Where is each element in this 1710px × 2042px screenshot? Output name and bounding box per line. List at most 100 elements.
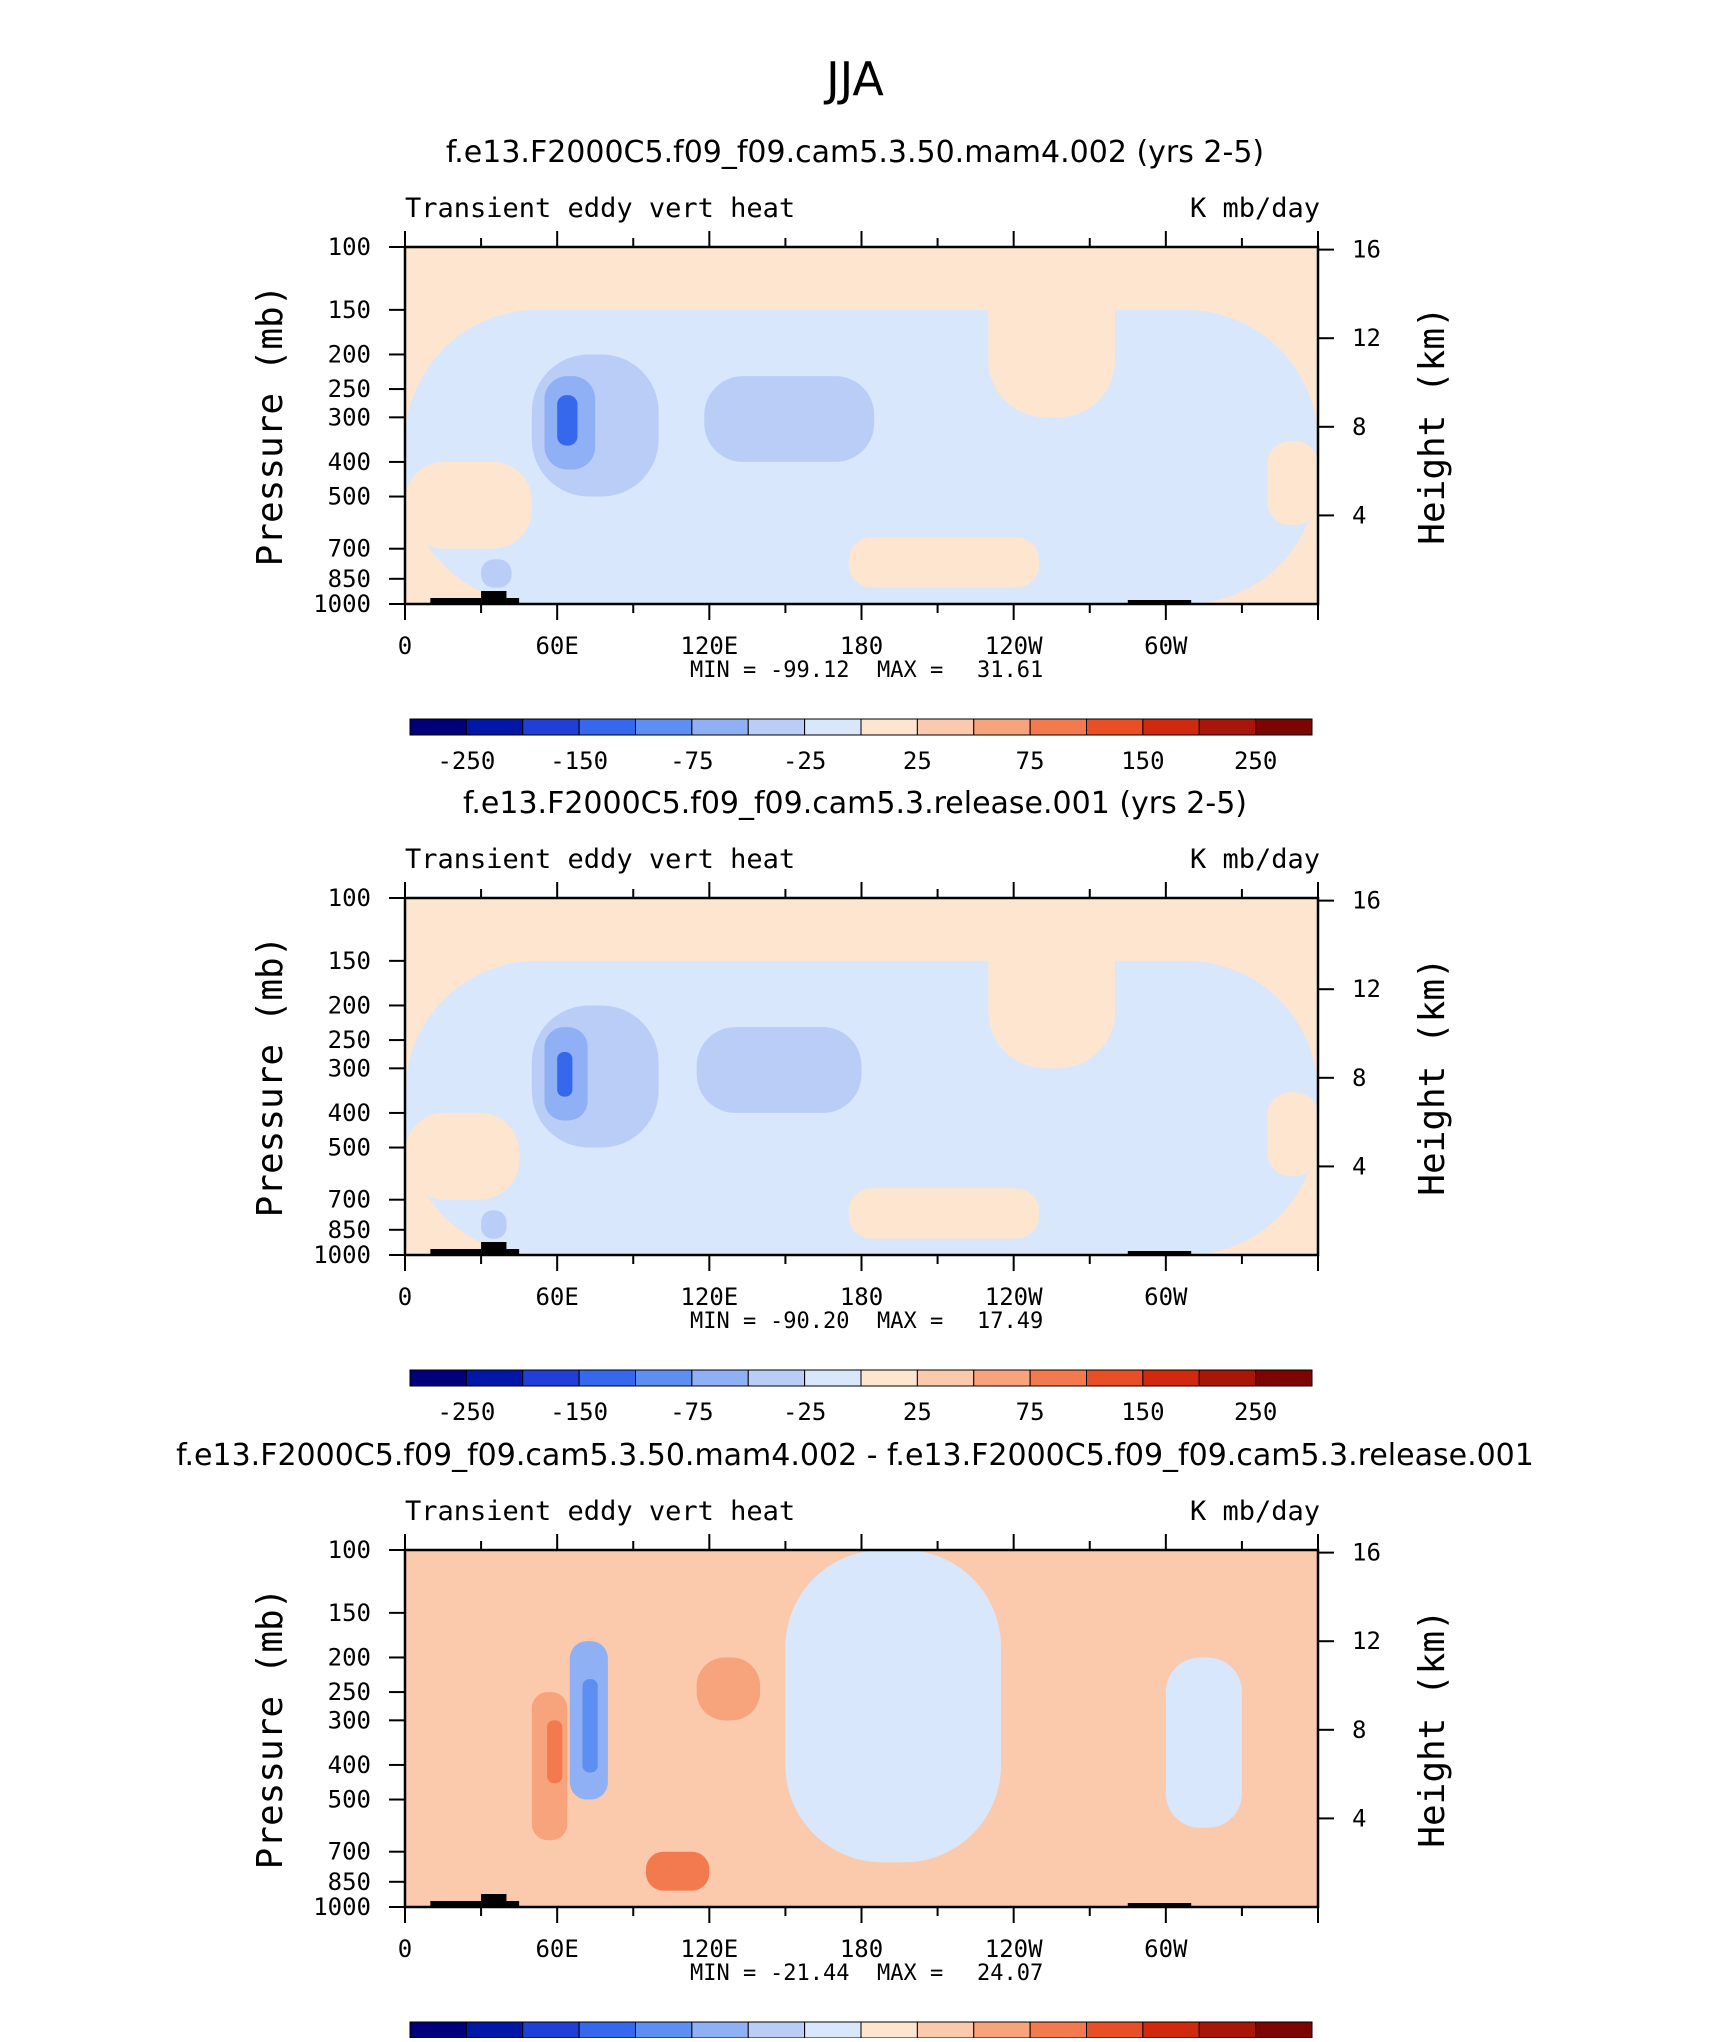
y2-tick-label: 12	[1352, 324, 1381, 352]
x-tick-label: 120E	[680, 632, 738, 660]
colorbar-label: 75	[1016, 747, 1045, 775]
y-tick-label: 300	[328, 1706, 371, 1734]
y-tick-label: 200	[328, 1643, 371, 1671]
y2-tick-label: 12	[1352, 1627, 1381, 1655]
y-tick-label: 300	[328, 403, 371, 431]
contour-region	[696, 1027, 862, 1113]
contour-region	[481, 1210, 507, 1239]
y-tick-label: 150	[328, 296, 371, 324]
colorbar-swatch	[1086, 1369, 1144, 1387]
colorbar-swatch	[635, 718, 693, 736]
colorbar-swatch	[860, 2021, 918, 2039]
topography-mask	[430, 598, 482, 604]
topography-mask	[1127, 600, 1192, 604]
contour-region	[848, 1188, 1040, 1239]
y2-axis-label: Height (km)	[1412, 306, 1453, 544]
colorbar-swatch	[691, 1369, 749, 1387]
units-string: K mb/day	[1190, 844, 1320, 875]
colorbar-label: 250	[1234, 1398, 1277, 1426]
x-tick-label: 120W	[985, 1935, 1043, 1963]
y-tick-label: 700	[328, 1186, 371, 1214]
colorbar-swatch	[1029, 1369, 1087, 1387]
left-string: Transient eddy vert heat	[405, 1496, 795, 1527]
topography-mask	[1127, 1251, 1192, 1255]
y-tick-label: 700	[328, 1838, 371, 1866]
colorbar-swatch	[1142, 718, 1200, 736]
colorbar-swatch	[465, 1369, 524, 1387]
y-tick-label: 850	[328, 1216, 371, 1244]
colorbar-swatch	[1198, 718, 1257, 736]
y2-axis-label: Height (km)	[1412, 1609, 1453, 1847]
max-label: MAX =	[877, 1961, 943, 1986]
y-tick-label: 250	[328, 1678, 371, 1706]
page-title: JJA	[823, 52, 884, 106]
x-tick-label: 60W	[1144, 632, 1188, 660]
y-tick-label: 1000	[313, 1241, 371, 1269]
contour-region	[1267, 1092, 1318, 1176]
colorbar-label: -25	[783, 1398, 826, 1426]
colorbar-swatch	[1029, 718, 1087, 736]
colorbar-swatch	[860, 718, 918, 736]
y-tick-label: 400	[328, 1751, 371, 1779]
min-value: -99.12	[770, 658, 849, 683]
colorbar-label: -75	[670, 1398, 713, 1426]
max-value: 31.61	[977, 658, 1043, 683]
colorbar-label: 25	[903, 747, 932, 775]
y2-tick-label: 8	[1352, 413, 1366, 441]
y2-tick-label: 12	[1352, 975, 1381, 1003]
colorbar-swatch	[1255, 718, 1313, 736]
x-tick-label: 60E	[535, 632, 578, 660]
x-tick-label: 180	[840, 632, 883, 660]
y-tick-label: 850	[328, 565, 371, 593]
colorbar-swatch	[1029, 2021, 1087, 2039]
topography-mask	[430, 1249, 482, 1255]
contour-region	[704, 376, 875, 462]
y-tick-label: 300	[328, 1054, 371, 1082]
contour-region	[405, 461, 532, 549]
contour-region	[696, 1657, 761, 1721]
colorbar-swatch	[578, 1369, 636, 1387]
colorbar-label: -250	[437, 1398, 495, 1426]
topography-mask	[481, 1894, 507, 1907]
y-tick-label: 1000	[313, 590, 371, 618]
y-axis-label: Pressure (mb)	[250, 1588, 291, 1870]
colorbar-label: 25	[903, 1398, 932, 1426]
colorbar-swatch	[635, 2021, 693, 2039]
contour-region	[557, 395, 578, 446]
colorbar-swatch	[1255, 2021, 1313, 2039]
x-tick-label: 120W	[985, 1283, 1043, 1311]
min-value: -21.44	[770, 1961, 849, 1986]
contour-region	[582, 1679, 598, 1773]
colorbar-swatch	[465, 2021, 524, 2039]
colorbar-label: -25	[783, 747, 826, 775]
x-tick-label: 120W	[985, 632, 1043, 660]
topography-mask	[430, 1901, 482, 1907]
colorbar-swatch	[973, 1369, 1031, 1387]
y-tick-label: 700	[328, 535, 371, 563]
y2-tick-label: 16	[1352, 887, 1381, 915]
max-label: MAX =	[877, 1309, 943, 1334]
contour-region	[405, 1112, 520, 1200]
colorbar-label: 250	[1234, 747, 1277, 775]
x-tick-label: 180	[840, 1935, 883, 1963]
x-tick-label: 120E	[680, 1935, 738, 1963]
topography-mask	[506, 1249, 520, 1255]
y-tick-label: 400	[328, 448, 371, 476]
y-tick-label: 500	[328, 1786, 371, 1814]
colorbar-swatch	[973, 2021, 1031, 2039]
contour-field	[405, 898, 1318, 1255]
panel-title: f.e13.F2000C5.f09_f09.cam5.3.release.001…	[463, 786, 1247, 821]
colorbar-swatch	[804, 1369, 862, 1387]
topography-mask	[481, 1242, 507, 1255]
colorbar-swatch	[465, 718, 524, 736]
max-label: MAX =	[877, 658, 943, 683]
colorbar-swatch	[1198, 1369, 1257, 1387]
left-string: Transient eddy vert heat	[405, 193, 795, 224]
x-tick-label: 180	[840, 1283, 883, 1311]
panel-title: f.e13.F2000C5.f09_f09.cam5.3.50.mam4.002…	[446, 135, 1264, 170]
contour-region	[481, 559, 512, 588]
y-axis-label: Pressure (mb)	[250, 936, 291, 1218]
colorbar-swatch	[691, 2021, 749, 2039]
colorbar-label: -150	[550, 1398, 608, 1426]
